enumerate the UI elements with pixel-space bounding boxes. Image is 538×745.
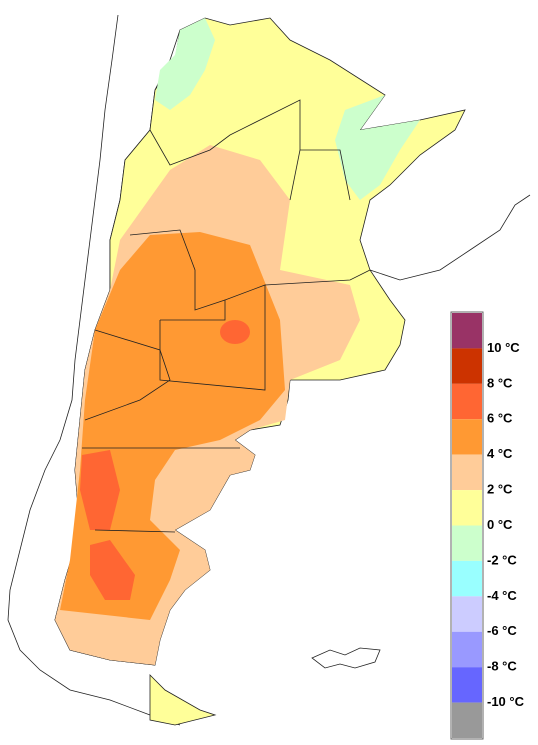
legend-swatch [452, 490, 482, 526]
province-border [289, 149, 301, 201]
legend-label: -8 °C [487, 659, 517, 674]
legend: 10 °C 8 °C 6 °C 4 °C 2 °C 0 °C -2 °C -4 °C -6 °C… [452, 313, 525, 738]
legend-swatch [452, 596, 482, 632]
legend-label: -10 °C [487, 694, 525, 709]
legend-swatch [452, 454, 482, 491]
legend-swatch [452, 667, 482, 703]
province-border [84, 329, 171, 421]
legend-frame [450, 311, 484, 740]
province-border [149, 99, 351, 201]
warm-spot-south [80, 450, 120, 530]
legend-swatch [452, 313, 482, 349]
legend-swatch [452, 419, 482, 455]
map-shapes [7, 14, 531, 726]
legend-label: 0 °C [487, 517, 513, 532]
legend-label: -6 °C [487, 623, 517, 638]
green-zone-nw [155, 18, 215, 110]
legend-swatch [452, 525, 482, 561]
islands [311, 647, 381, 669]
province-border [264, 269, 371, 286]
legend-swatch [452, 702, 482, 738]
chile-outline [7, 14, 181, 726]
province-border [94, 529, 176, 533]
legend-label: 8 °C [487, 375, 513, 390]
legend-swatch [452, 348, 482, 384]
legend-label: 2 °C [487, 482, 513, 497]
green-zone-ne [335, 95, 420, 200]
legend-label: -2 °C [487, 552, 517, 567]
legend-label: 10 °C [487, 340, 520, 355]
province-border [129, 229, 226, 311]
legend-label: -4 °C [487, 588, 517, 603]
warm-spot-far-south [90, 540, 135, 600]
legend-swatch [452, 631, 482, 668]
tierra-del-fuego [149, 674, 217, 726]
warm-spot-center [220, 320, 250, 344]
legend-label: 4 °C [487, 446, 513, 461]
legend-swatch [452, 560, 482, 597]
legend-swatch [452, 383, 482, 420]
uruguay-outline [369, 194, 531, 281]
legend-label: 6 °C [487, 411, 513, 426]
